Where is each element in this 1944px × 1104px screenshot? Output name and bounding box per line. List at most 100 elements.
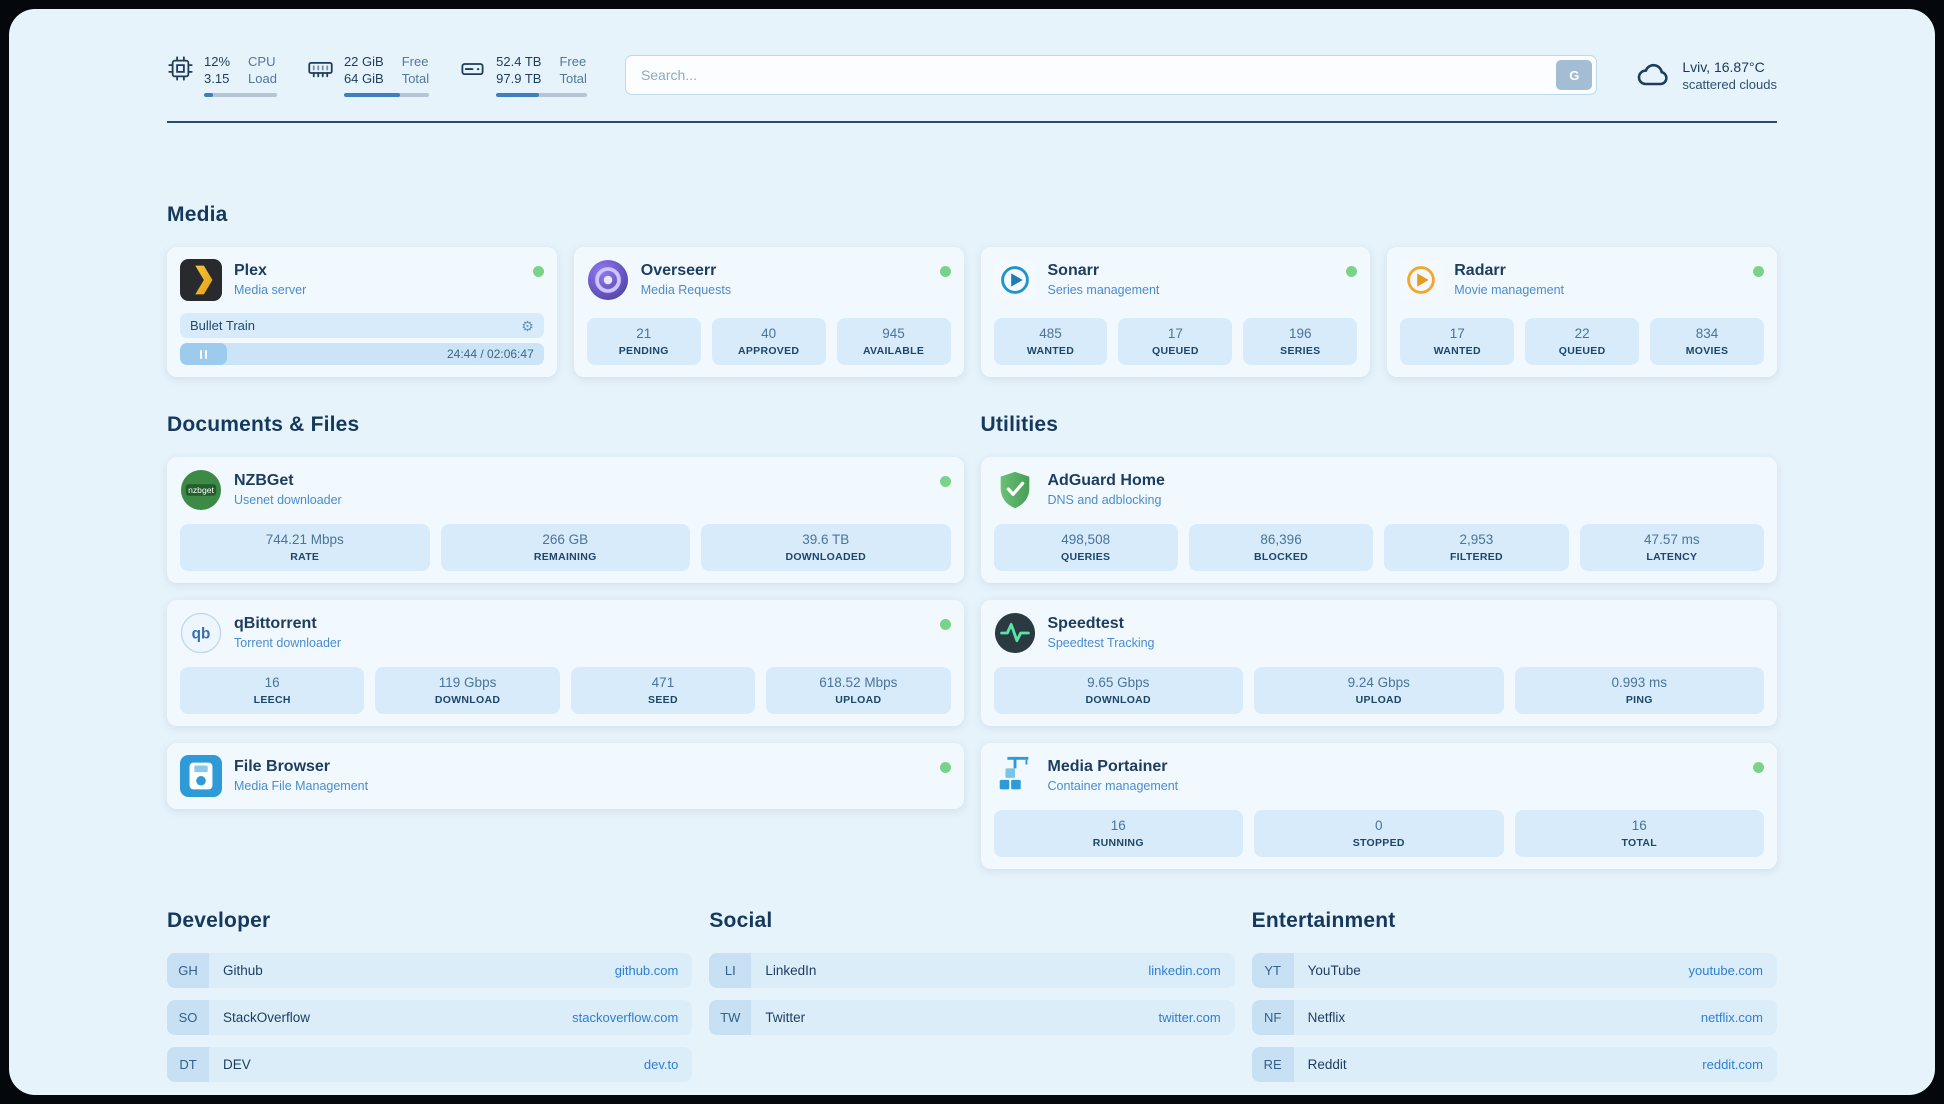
bookmark-badge: NF	[1251, 1000, 1294, 1035]
playback-progress-bar[interactable]: 24:44 / 02:06:47	[180, 343, 544, 365]
bookmark-dev[interactable]: DT DEV dev.to	[167, 1047, 693, 1082]
playback-time: 24:44 / 02:06:47	[447, 347, 534, 361]
bookmark-youtube[interactable]: YT YouTube youtube.com	[1251, 953, 1777, 988]
app-name: Plex	[234, 262, 267, 279]
app-name: Overseerr	[640, 262, 717, 279]
documents-section: Documents & Files nzbget NZBGet Usenet d…	[167, 413, 964, 809]
social-section-title: Social	[709, 909, 773, 932]
app-card-radarr[interactable]: Radarr Movie management 17 WANTED 22 QUE…	[1387, 247, 1777, 377]
bookmark-url[interactable]: youtube.com	[1688, 963, 1763, 978]
disk-monitor: 52.4 TB 97.9 TB Free Total	[459, 53, 587, 97]
ram-icon	[307, 53, 334, 82]
stat-box-queries: 498,508 QUERIES	[993, 524, 1178, 571]
app-subtitle: Media server	[234, 283, 307, 297]
app-subtitle: Container management	[1047, 779, 1179, 793]
app-card-adguard[interactable]: AdGuard Home DNS and adblocking 498,508 …	[980, 457, 1777, 583]
bookmark-github[interactable]: GH Github github.com	[167, 953, 693, 988]
gear-icon[interactable]: ⚙	[521, 317, 534, 334]
search-engine-button[interactable]: G	[1556, 60, 1593, 90]
stat-box-running: 16 RUNNING	[993, 810, 1243, 857]
bookmark-twitter[interactable]: TW Twitter twitter.com	[709, 1000, 1235, 1035]
app-subtitle: Usenet downloader	[234, 493, 342, 507]
pause-icon[interactable]	[199, 349, 208, 359]
portainer-icon	[994, 755, 1036, 797]
bookmark-stackoverflow[interactable]: SO StackOverflow stackoverflow.com	[167, 1000, 693, 1035]
media-section-title: Media	[167, 203, 228, 226]
status-dot	[1753, 266, 1764, 277]
status-dot	[1346, 266, 1358, 277]
cpu-progress-bar	[204, 93, 277, 97]
dashboard-page: 12% 3.15 CPU Load	[9, 9, 1935, 1095]
bookmark-url[interactable]: stackoverflow.com	[572, 1010, 679, 1025]
status-dot	[939, 619, 951, 630]
status-dot	[939, 266, 951, 277]
disk-free-label: Free	[559, 54, 587, 69]
status-dot	[1753, 762, 1764, 773]
app-card-nzbget[interactable]: nzbget NZBGet Usenet downloader 744.21 M…	[167, 457, 964, 583]
stat-box-approved: 40 APPROVED	[711, 318, 826, 365]
speedtest-icon	[994, 612, 1036, 654]
app-name: Media Portainer	[1047, 758, 1168, 775]
app-name: Sonarr	[1047, 262, 1100, 279]
bookmark-url[interactable]: dev.to	[643, 1057, 679, 1072]
app-name: Radarr	[1454, 262, 1506, 279]
disk-total-label: Total	[559, 71, 587, 86]
bookmark-badge: LI	[709, 953, 752, 988]
stat-box-ping: 0.993 ms PING	[1514, 667, 1764, 714]
cpu-icon	[167, 53, 194, 82]
memory-free-value: 22 GiB	[343, 54, 384, 69]
app-subtitle: Media File Management	[234, 779, 369, 793]
media-section: Media Plex Media server	[167, 203, 1777, 377]
stat-box-pending: 21 PENDING	[586, 318, 701, 365]
app-card-sonarr[interactable]: Sonarr Series management 485 WANTED 17 Q…	[980, 247, 1371, 377]
system-monitors: 12% 3.15 CPU Load	[167, 53, 587, 97]
app-card-plex[interactable]: Plex Media server Bullet Train ⚙ 24:44 /…	[167, 247, 557, 377]
utilities-section: Utilities AdGuard Home DNS and adblocki	[980, 413, 1777, 869]
stat-box-series: 196 SERIES	[1243, 318, 1358, 365]
bookmark-url[interactable]: twitter.com	[1158, 1010, 1221, 1025]
cpu-load-label: Load	[248, 71, 277, 86]
cpu-label: CPU	[248, 54, 276, 69]
cpu-load-value: 3.15	[204, 71, 230, 86]
stat-box-wanted: 485 WANTED	[993, 318, 1108, 365]
cpu-usage-value: 12%	[204, 54, 231, 69]
bookmark-name: Github	[223, 963, 263, 978]
app-card-overseerr[interactable]: Overseerr Media Requests 21 PENDING 40 A…	[573, 247, 964, 377]
app-card-speedtest[interactable]: Speedtest Speedtest Tracking 9.65 Gbps D…	[980, 600, 1777, 726]
weather-location: Lviv, 16.87°C	[1682, 58, 1765, 75]
bookmark-badge: YT	[1251, 953, 1294, 988]
radarr-icon	[1400, 259, 1443, 301]
bookmark-name: Reddit	[1307, 1057, 1347, 1072]
filebrowser-icon	[180, 755, 222, 797]
status-dot	[939, 762, 951, 773]
bookmark-name: Twitter	[765, 1010, 806, 1025]
stat-box-total: 16 TOTAL	[1514, 810, 1764, 857]
stat-box-leech: 16 LEECH	[180, 667, 365, 714]
status-dot	[532, 266, 544, 277]
stat-box-movies: 834 MOVIES	[1650, 318, 1765, 365]
bookmark-reddit[interactable]: RE Reddit reddit.com	[1251, 1047, 1777, 1082]
bookmark-url[interactable]: github.com	[614, 963, 679, 978]
app-card-qbittorrent[interactable]: qb qBittorrent Torrent downloader 16 LEE…	[167, 600, 964, 726]
sonarr-icon	[993, 259, 1036, 301]
developer-section-title: Developer	[167, 909, 271, 932]
app-card-portainer[interactable]: Media Portainer Container management 16 …	[980, 743, 1777, 869]
disk-progress-bar	[496, 93, 587, 97]
app-card-filebrowser[interactable]: File Browser Media File Management	[167, 743, 964, 809]
bookmark-linkedin[interactable]: LI LinkedIn linkedin.com	[709, 953, 1235, 988]
search-input[interactable]	[624, 55, 1598, 95]
bookmark-name: LinkedIn	[765, 963, 817, 978]
bookmark-url[interactable]: netflix.com	[1700, 1010, 1763, 1025]
stat-box-available: 945 AVAILABLE	[836, 318, 951, 365]
memory-free-label: Free	[401, 54, 429, 69]
status-dot	[939, 476, 951, 487]
app-subtitle: Series management	[1047, 283, 1160, 297]
stat-box-remaining: 266 GB REMAINING	[440, 524, 690, 571]
stat-box-latency: 47.57 ms LATENCY	[1579, 524, 1764, 571]
app-subtitle: Torrent downloader	[234, 636, 342, 650]
plex-icon	[180, 259, 222, 301]
bookmark-url[interactable]: linkedin.com	[1148, 963, 1221, 978]
bookmark-netflix[interactable]: NF Netflix netflix.com	[1251, 1000, 1777, 1035]
overseerr-icon	[587, 259, 629, 301]
bookmark-url[interactable]: reddit.com	[1702, 1057, 1763, 1072]
